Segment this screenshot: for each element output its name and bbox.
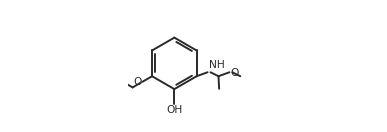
Text: O: O bbox=[230, 68, 238, 77]
Text: O: O bbox=[133, 77, 142, 87]
Text: OH: OH bbox=[166, 105, 183, 115]
Text: NH: NH bbox=[209, 60, 224, 70]
